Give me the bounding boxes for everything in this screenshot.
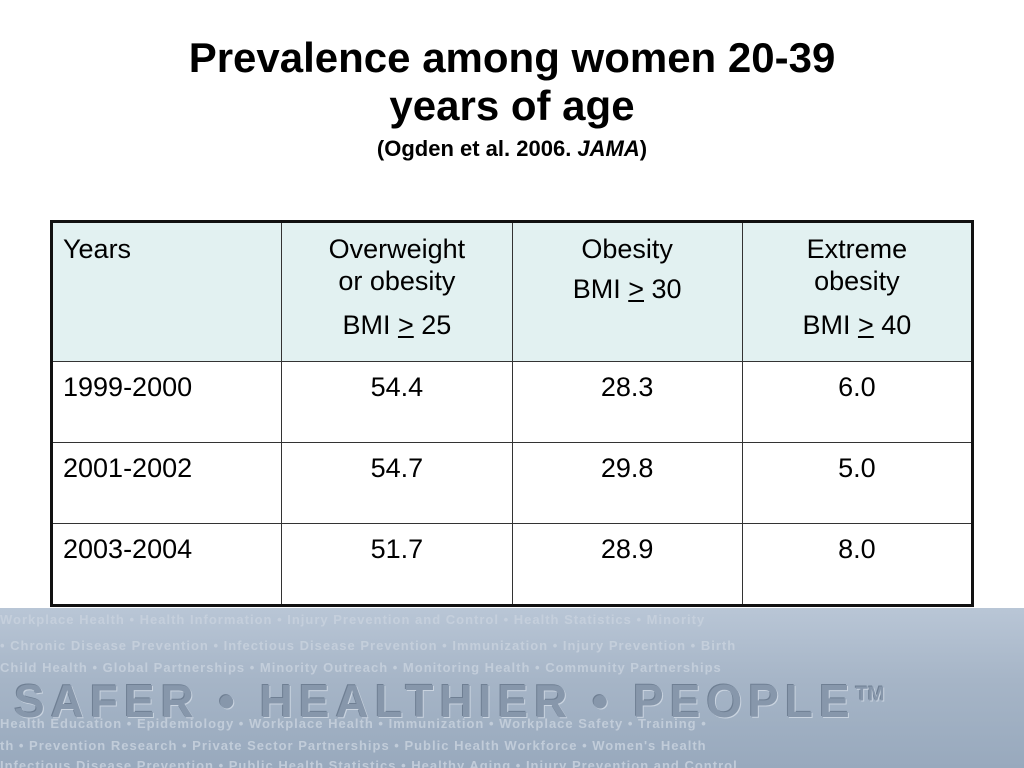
bmi-symbol: > (397, 310, 414, 340)
cell-extreme: 6.0 (741, 361, 974, 443)
bmi-prefix: BMI (802, 310, 858, 340)
header-overweight-line1: Overweight (328, 234, 466, 264)
prevalence-table: Years Overweight or obesity BMI > 25 Obe… (50, 220, 974, 607)
table-header-row: Years Overweight or obesity BMI > 25 Obe… (50, 221, 974, 362)
slide-title: Prevalence among women 20-39 years of ag… (0, 34, 1024, 162)
title-line-2: years of age (389, 82, 635, 129)
cell-years: 2001-2002 (50, 442, 283, 524)
bmi-prefix: BMI (342, 310, 398, 340)
banner-background-text: Child Health • Global Partnerships • Min… (0, 660, 722, 675)
header-extreme-line1: Extreme (806, 234, 908, 264)
citation: (Ogden et al. 2006. JAMA) (0, 136, 1024, 162)
banner-background-text: th • Prevention Research • Private Secto… (0, 738, 707, 753)
header-overweight-bmi: BMI > 25 (292, 309, 501, 341)
citation-journal: JAMA (577, 136, 640, 161)
bmi-prefix: BMI (572, 274, 629, 304)
citation-suffix: ) (639, 136, 648, 161)
header-extreme-obesity: Extreme obesity BMI > 40 (741, 221, 974, 362)
header-obesity-line1: Obesity (581, 234, 673, 264)
cell-obesity: 28.9 (511, 523, 743, 606)
table-row: 1999-2000 54.4 28.3 6.0 (50, 361, 974, 443)
cell-years: 1999-2000 (50, 361, 283, 443)
banner-slogan: SAFER • HEALTHIER • PEOPLETM (14, 674, 885, 728)
header-obesity-bmi: BMI > 30 (523, 273, 732, 305)
cdc-banner: Workplace Health • Health Information • … (0, 608, 1024, 768)
cell-obesity: 28.3 (511, 361, 743, 443)
table-row: 2003-2004 51.7 28.9 8.0 (50, 523, 974, 606)
bmi-symbol: > (857, 310, 874, 340)
header-extreme-line2: obesity (814, 266, 900, 296)
cell-overweight: 54.4 (281, 361, 513, 443)
title-line-1: Prevalence among women 20-39 (188, 34, 836, 81)
cell-extreme: 5.0 (741, 442, 974, 524)
bmi-value: 40 (873, 310, 912, 340)
bmi-symbol: > (628, 274, 644, 304)
header-years: Years (50, 221, 283, 362)
bmi-value: 30 (644, 274, 682, 304)
trademark-mark: TM (855, 683, 885, 706)
table-row: 2001-2002 54.7 29.8 5.0 (50, 442, 974, 524)
cell-overweight: 51.7 (281, 523, 513, 606)
banner-background-text: • Chronic Disease Prevention • Infectiou… (0, 638, 737, 653)
cell-years: 2003-2004 (50, 523, 283, 606)
banner-background-text: Workplace Health • Health Information • … (0, 612, 706, 627)
banner-background-text: Infectious Disease Prevention • Public H… (0, 758, 738, 768)
header-overweight: Overweight or obesity BMI > 25 (281, 221, 513, 362)
cell-overweight: 54.7 (281, 442, 513, 524)
header-overweight-line2: or obesity (338, 266, 456, 296)
slogan-text: SAFER • HEALTHIER • PEOPLE (14, 675, 856, 727)
header-extreme-bmi: BMI > 40 (753, 309, 961, 341)
banner-background-text: Health Education • Epidemiology • Workpl… (0, 716, 707, 731)
bmi-value: 25 (413, 310, 452, 340)
header-years-label: Years (63, 234, 132, 264)
cell-extreme: 8.0 (741, 523, 974, 606)
cell-obesity: 29.8 (511, 442, 743, 524)
citation-prefix: (Ogden et al. 2006. (376, 136, 578, 161)
header-obesity: Obesity BMI > 30 (511, 221, 743, 362)
